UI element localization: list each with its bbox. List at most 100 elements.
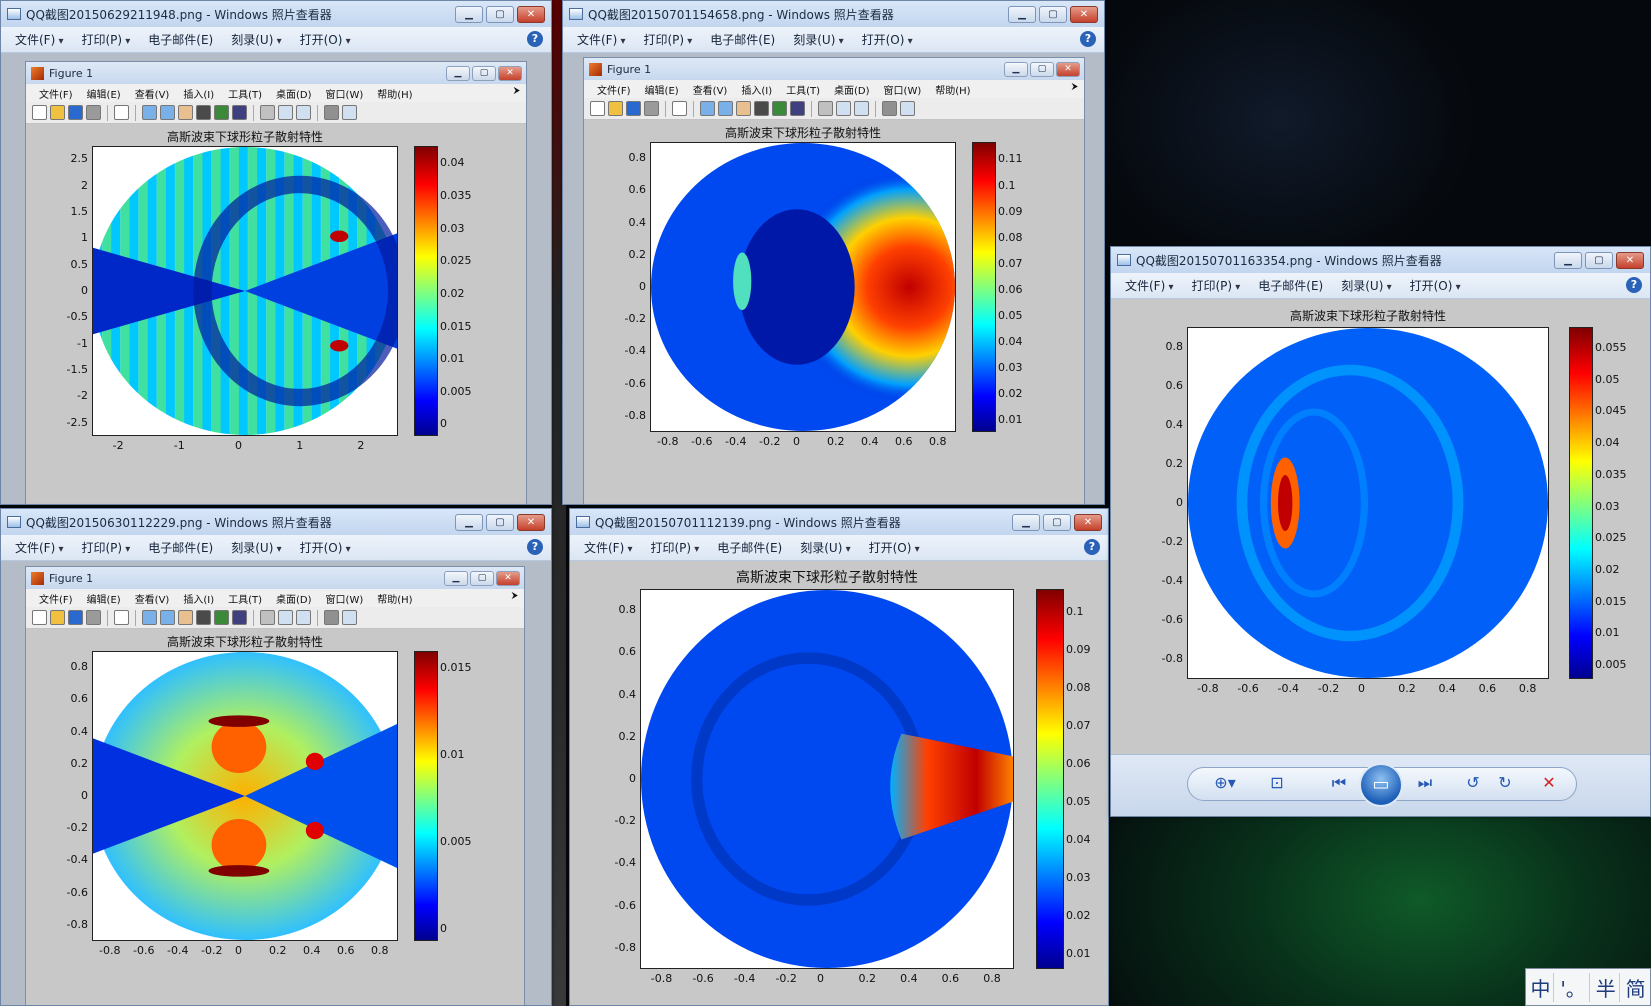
rotate-right-icon[interactable]: ↻ (1498, 773, 1512, 792)
figure-menu-item[interactable]: 插入(I) (183, 89, 215, 101)
help-icon[interactable]: ? (1626, 277, 1642, 293)
maximize-button[interactable]: ▢ (1039, 5, 1067, 23)
photo-viewer-window-1[interactable]: QQ截图20150629211948.png - Windows 照片查看器 ▁… (0, 0, 552, 505)
figure-maximize-button[interactable]: ▢ (472, 65, 496, 81)
figure-close-button[interactable]: ✕ (1056, 61, 1080, 77)
ime-status-bar[interactable]: 中 '。半简 (1525, 968, 1651, 1006)
figure-minimize-button[interactable]: ▁ (1004, 61, 1028, 77)
menu-email[interactable]: 电子邮件(E) (1258, 279, 1324, 293)
figure-close-button[interactable]: ✕ (498, 65, 522, 81)
menu-burn[interactable]: 刻录(U) (225, 29, 287, 50)
figure-title-bar[interactable]: Figure 1 ▁ ▢ ✕ (26, 567, 524, 589)
menu-open[interactable]: 打开(O) (1404, 275, 1467, 296)
title-bar[interactable]: QQ截图20150629211948.png - Windows 照片查看器 ▁… (1, 1, 551, 27)
figure-menu-item[interactable]: 帮助(H) (377, 594, 413, 606)
figure-menu-item[interactable]: 编辑(E) (86, 594, 121, 606)
zoom-icon[interactable]: ⊕▾ (1214, 773, 1236, 792)
menu-file[interactable]: 文件(F) (571, 29, 631, 50)
help-icon[interactable]: ? (527, 539, 543, 555)
open-file-icon[interactable] (50, 105, 65, 120)
rotate-3d-icon[interactable] (196, 610, 211, 625)
pan-icon[interactable] (736, 101, 751, 116)
figure-menu-item[interactable]: 窗口(W) (325, 594, 364, 606)
figure-minimize-button[interactable]: ▁ (446, 65, 470, 81)
menu-email[interactable]: 电子邮件(E) (148, 33, 214, 47)
title-bar[interactable]: QQ截图20150701112139.png - Windows 照片查看器 ▁… (570, 509, 1108, 535)
menu-print[interactable]: 打印(P) (644, 537, 705, 558)
legend-icon[interactable] (296, 610, 311, 625)
maximize-button[interactable]: ▢ (1043, 513, 1071, 531)
photo-viewer-window-2[interactable]: QQ截图20150701154658.png - Windows 照片查看器 ▁… (562, 0, 1105, 505)
figure-menu-item[interactable]: 文件(F) (39, 594, 73, 606)
figure-menu-item[interactable]: 文件(F) (597, 85, 631, 97)
ime-item[interactable]: 简 (1625, 976, 1646, 1001)
colorbar-icon[interactable] (836, 101, 851, 116)
data-cursor-icon[interactable] (214, 610, 229, 625)
minimize-button[interactable]: ▁ (1554, 251, 1582, 269)
figure-menu-item[interactable]: 文件(F) (39, 89, 73, 101)
show-plot-tools-icon[interactable] (342, 610, 357, 625)
menu-print[interactable]: 打印(P) (75, 537, 136, 558)
zoom-in-icon[interactable] (142, 105, 157, 120)
figure-menu-item[interactable]: 编辑(E) (86, 89, 121, 101)
menu-open[interactable]: 打开(O) (863, 537, 926, 558)
menu-open[interactable]: 打开(O) (294, 29, 357, 50)
link-icon[interactable] (260, 610, 275, 625)
figure-menu-item[interactable]: 查看(V) (692, 85, 728, 97)
close-button[interactable]: ✕ (517, 513, 545, 531)
figure-menu-item[interactable]: 桌面(D) (276, 89, 312, 101)
menu-overflow-icon[interactable]: ⮞ (511, 591, 518, 601)
figure-menu-item[interactable]: 编辑(E) (644, 85, 679, 97)
rotate-left-icon[interactable]: ↺ (1466, 773, 1480, 792)
maximize-button[interactable]: ▢ (486, 5, 514, 23)
pointer-icon[interactable] (114, 105, 129, 120)
figure-menu-item[interactable]: 工具(T) (228, 594, 263, 606)
colorbar-icon[interactable] (278, 105, 293, 120)
menu-burn[interactable]: 刻录(U) (225, 537, 287, 558)
hide-plot-tools-icon[interactable] (882, 101, 897, 116)
zoom-out-icon[interactable] (718, 101, 733, 116)
save-icon[interactable] (68, 610, 83, 625)
hide-plot-tools-icon[interactable] (324, 105, 339, 120)
maximize-button[interactable]: ▢ (486, 513, 514, 531)
slideshow-icon[interactable]: ▭ (1359, 763, 1403, 807)
menu-file[interactable]: 文件(F) (578, 537, 638, 558)
ime-item[interactable]: '。 (1557, 972, 1590, 1002)
data-cursor-icon[interactable] (772, 101, 787, 116)
photo-viewer-window-3[interactable]: QQ截图20150630112229.png - Windows 照片查看器 ▁… (0, 508, 552, 1006)
menu-print[interactable]: 打印(P) (637, 29, 698, 50)
figure-title-bar[interactable]: Figure 1 ▁ ▢ ✕ (584, 58, 1084, 80)
help-icon[interactable]: ? (527, 31, 543, 47)
menu-print[interactable]: 打印(P) (75, 29, 136, 50)
fit-icon[interactable]: ⊡ (1270, 773, 1284, 792)
brush-icon[interactable] (232, 105, 247, 120)
figure-title-bar[interactable]: Figure 1 ▁ ▢ ✕ (26, 62, 526, 84)
title-bar[interactable]: QQ截图20150701154658.png - Windows 照片查看器 ▁… (563, 1, 1104, 27)
figure-menu-item[interactable]: 帮助(H) (935, 85, 971, 97)
minimize-button[interactable]: ▁ (1012, 513, 1040, 531)
zoom-in-icon[interactable] (142, 610, 157, 625)
colorbar-icon[interactable] (278, 610, 293, 625)
figure-menu-item[interactable]: 帮助(H) (377, 89, 413, 101)
figure-menu-item[interactable]: 查看(V) (134, 594, 170, 606)
pointer-icon[interactable] (672, 101, 687, 116)
help-icon[interactable]: ? (1084, 539, 1100, 555)
legend-icon[interactable] (854, 101, 869, 116)
new-file-icon[interactable] (32, 610, 47, 625)
rotate-3d-icon[interactable] (754, 101, 769, 116)
print-icon[interactable] (644, 101, 659, 116)
menu-open[interactable]: 打开(O) (294, 537, 357, 558)
show-plot-tools-icon[interactable] (342, 105, 357, 120)
figure-close-button[interactable]: ✕ (496, 570, 520, 586)
menu-file[interactable]: 文件(F) (1119, 275, 1179, 296)
close-button[interactable]: ✕ (1074, 513, 1102, 531)
menu-burn[interactable]: 刻录(U) (1335, 275, 1397, 296)
data-cursor-icon[interactable] (214, 105, 229, 120)
next-icon[interactable]: ⏭ (1417, 773, 1433, 792)
menu-open[interactable]: 打开(O) (856, 29, 919, 50)
menu-email[interactable]: 电子邮件(E) (148, 541, 214, 555)
minimize-button[interactable]: ▁ (455, 513, 483, 531)
pointer-icon[interactable] (114, 610, 129, 625)
brush-icon[interactable] (232, 610, 247, 625)
pan-icon[interactable] (178, 610, 193, 625)
